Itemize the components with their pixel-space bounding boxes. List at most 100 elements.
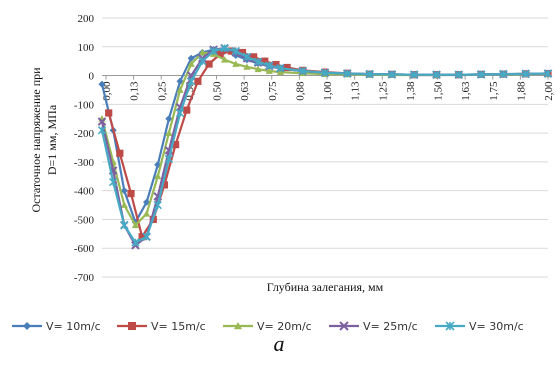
data-point — [165, 115, 173, 123]
y-axis-title-line-2: D=1 мм, МПа — [45, 104, 59, 175]
y-tick-label: -300 — [74, 157, 95, 169]
data-point — [97, 126, 107, 135]
data-point — [209, 46, 218, 56]
data-point — [153, 200, 162, 210]
legend-label: V= 10m/c — [46, 320, 101, 333]
x-tick-labels: 0,00 0,13 0,25 0,38 0,50 0,63 0,75 0,88 1,00 1,13… — [101, 75, 555, 101]
data-point — [105, 109, 113, 117]
legend-label: V= 30m/c — [469, 320, 524, 333]
y-tick-labels: 200 100 0 -100 -200 -300 -400 -500 -600 -700 — [74, 13, 95, 284]
series-5 — [97, 44, 553, 247]
y-tick-label: -200 — [74, 128, 95, 140]
data-point — [205, 60, 213, 68]
data-point — [164, 154, 174, 164]
data-point — [165, 129, 173, 136]
x-tick-label: 1,63 — [460, 81, 472, 101]
x-tick-label: 0,50 — [212, 81, 224, 101]
data-point — [238, 48, 247, 57]
legend-label: V= 25m/c — [363, 320, 418, 333]
data-point — [183, 106, 191, 114]
data-point — [171, 141, 180, 149]
data-series — [97, 43, 553, 250]
figure-caption: а — [274, 331, 285, 356]
data-point — [320, 68, 330, 77]
legend-item-2: V= 15m/c — [117, 320, 206, 333]
data-point — [120, 221, 129, 230]
data-point — [343, 69, 352, 78]
y-tick-label: -100 — [74, 99, 95, 111]
data-point — [23, 322, 31, 330]
data-point — [221, 56, 229, 63]
data-point — [154, 172, 162, 180]
data-point — [272, 61, 280, 69]
x-tick-label: 0,75 — [267, 81, 279, 101]
y-tick-label: -700 — [74, 272, 95, 284]
data-point — [243, 63, 251, 70]
y-axis-title-line-1: Остаточное напряжение при — [29, 67, 43, 213]
data-point — [108, 177, 118, 187]
x-tick-label: 0,88 — [294, 81, 306, 101]
y-tick-label: 200 — [78, 13, 95, 25]
data-point — [220, 44, 229, 53]
data-point — [365, 69, 374, 79]
data-point — [445, 321, 455, 331]
y-tick-label: 0 — [89, 71, 95, 83]
data-point — [216, 50, 224, 58]
data-point — [98, 80, 106, 88]
x-axis-title: Глубина залегания, мм — [267, 280, 384, 294]
x-tick-label: 0,63 — [239, 81, 251, 101]
legend: V= 10m/c V= 15m/c V= 20m/c V= 25m/c V= 30m/c — [12, 320, 524, 333]
x-tick-label: 2,00 — [543, 81, 555, 101]
data-point — [160, 181, 169, 189]
data-point — [116, 149, 124, 157]
y-tick-label: -400 — [74, 186, 95, 198]
data-point — [97, 117, 107, 126]
x-tick-label: 1,50 — [433, 81, 445, 101]
data-point — [143, 210, 151, 217]
x-tick-label: 0,25 — [156, 81, 168, 101]
data-point — [232, 60, 240, 67]
data-point — [120, 187, 128, 195]
x-tick-label: 1,00 — [322, 81, 334, 101]
data-point — [476, 70, 486, 79]
data-point — [120, 201, 128, 208]
data-point — [410, 70, 419, 79]
data-point — [198, 48, 206, 56]
data-point — [131, 221, 140, 229]
data-point — [265, 67, 273, 74]
legend-label: V= 20m/c — [257, 320, 312, 333]
data-point — [187, 60, 195, 67]
data-point — [339, 321, 349, 331]
data-point — [276, 63, 285, 73]
data-point — [276, 68, 284, 75]
data-point — [187, 77, 196, 86]
data-point — [454, 70, 463, 79]
data-point — [387, 70, 397, 79]
y-tick-label: -600 — [74, 243, 95, 255]
data-point — [187, 54, 195, 62]
legend-item-4: V= 25m/c — [329, 320, 418, 333]
data-point — [176, 86, 184, 93]
data-point — [250, 53, 258, 61]
data-point — [234, 322, 242, 330]
data-point — [265, 61, 274, 70]
y-tick-label: 100 — [78, 42, 95, 54]
legend-item-1: V= 10m/c — [12, 320, 101, 333]
x-tick-label: 1,13 — [350, 81, 362, 101]
legend-item-5: V= 30m/c — [435, 320, 524, 333]
data-point — [521, 69, 530, 78]
series-line — [100, 51, 549, 227]
x-tick-label: 1,75 — [488, 81, 500, 101]
data-point — [283, 63, 291, 72]
data-point — [198, 57, 207, 66]
data-point — [231, 46, 240, 56]
data-point — [127, 189, 135, 198]
x-tick-label: 1,38 — [405, 81, 417, 101]
x-tick-label: 1,88 — [515, 81, 527, 101]
data-point — [261, 57, 269, 65]
data-point — [175, 108, 185, 118]
legend-item-3: V= 20m/c — [223, 320, 312, 333]
y-tick-label: -500 — [74, 214, 95, 226]
data-point — [432, 70, 441, 79]
